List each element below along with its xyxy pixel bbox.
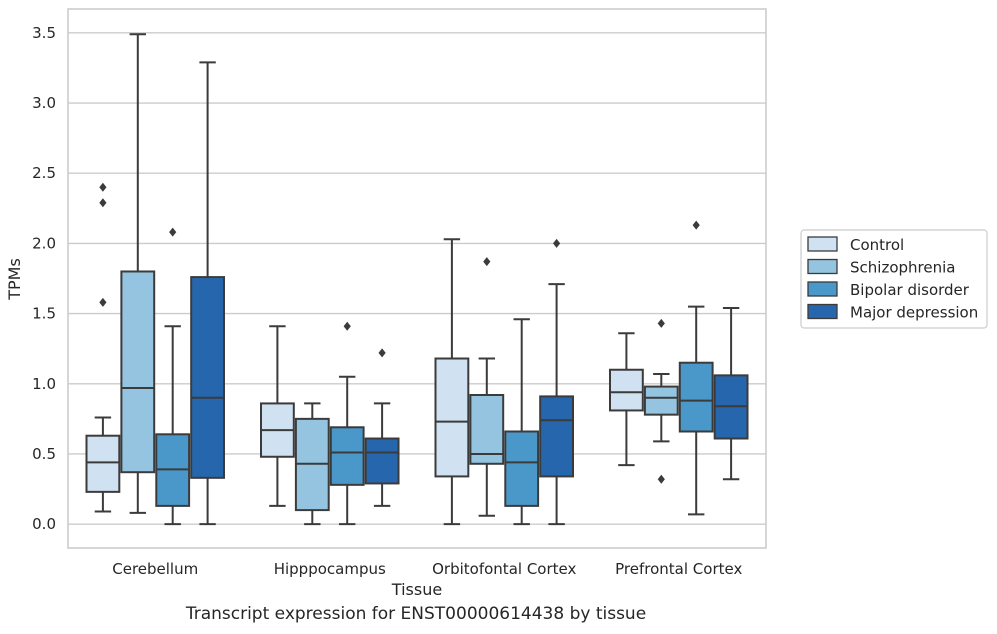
box-major-depression — [713, 306, 749, 481]
outlier-point — [657, 318, 665, 328]
y-tick-label: 0.5 — [32, 445, 56, 463]
box-bipolar-disorder — [155, 227, 191, 526]
outlier-point — [99, 198, 107, 208]
box-schizophrenia — [294, 402, 330, 526]
y-axis-label: TPMs — [5, 258, 24, 301]
box-iqr — [364, 437, 400, 485]
x-tick-label: Cerebellum — [112, 560, 198, 578]
y-tick-label: 3.0 — [32, 94, 56, 112]
legend-frame — [800, 229, 988, 329]
box-iqr — [539, 395, 575, 478]
x-tick-label: Prefrontal Cortex — [615, 560, 742, 578]
box-schizophrenia — [469, 257, 505, 517]
x-tick-labels: Cerebellum Hipppocampus Orbitofontal Corte… — [112, 560, 742, 578]
box-control — [85, 182, 121, 513]
box-bipolar-disorder — [678, 220, 714, 516]
box-iqr — [469, 394, 505, 465]
box-bipolar-disorder — [504, 318, 540, 526]
y-tick-label: 2.0 — [32, 234, 56, 252]
box-iqr — [643, 385, 679, 416]
box-series-group — [85, 33, 749, 526]
outlier-point — [483, 257, 491, 267]
y-tick-label: 2.5 — [32, 164, 56, 182]
y-tick-label: 0.0 — [32, 515, 56, 533]
legend-swatch — [807, 236, 838, 252]
box-iqr — [608, 368, 644, 412]
box-major-depression — [539, 238, 575, 526]
y-tick-label: 3.5 — [32, 24, 56, 42]
box-iqr — [190, 276, 226, 479]
x-tick-label: Hipppocampus — [274, 560, 386, 578]
outlier-point — [657, 474, 665, 484]
outlier-point — [99, 182, 107, 192]
box-control — [434, 238, 470, 526]
outlier-point — [553, 238, 561, 248]
legend-label: Major depression — [850, 304, 978, 322]
box-bipolar-disorder — [329, 321, 365, 526]
y-tick-labels: 0.0 0.5 1.0 1.5 2.0 2.5 3.0 3.5 — [32, 24, 56, 533]
x-tick-label: Orbitofontal Cortex — [432, 560, 576, 578]
outlier-point — [99, 297, 107, 307]
legend: Control Schizophrenia Bipolar disorder Majo… — [800, 229, 988, 329]
y-tick-label: 1.5 — [32, 305, 56, 323]
box-schizophrenia — [120, 33, 156, 514]
x-axis-label: Tissue — [391, 580, 442, 599]
outlier-point — [343, 321, 351, 331]
legend-label: Control — [850, 236, 904, 254]
box-iqr — [504, 430, 540, 507]
box-control — [259, 325, 295, 507]
boxplot-chart: 0.0 0.5 1.0 1.5 2.0 2.5 3.0 3.5 Cerebellum Hippp… — [5, 8, 988, 599]
box-major-depression — [364, 348, 400, 507]
figure-caption: Transcript expression for ENST0000061443… — [185, 604, 647, 624]
box-iqr — [678, 361, 714, 433]
legend-swatch — [807, 258, 838, 275]
box-control — [608, 332, 644, 467]
legend-swatch — [807, 303, 838, 320]
box-major-depression — [190, 61, 226, 526]
box-schizophrenia — [643, 318, 679, 484]
box-iqr — [120, 270, 156, 474]
plot-frame — [67, 8, 767, 549]
legend-swatch — [807, 281, 838, 297]
box-iqr — [434, 357, 470, 478]
box-iqr — [85, 434, 121, 493]
box-iqr — [329, 426, 365, 486]
legend-label: Schizophrenia — [850, 259, 955, 277]
legend-label: Bipolar disorder — [850, 281, 970, 299]
outlier-point — [169, 227, 177, 237]
outlier-point — [378, 348, 386, 358]
y-tick-label: 1.0 — [32, 375, 56, 393]
outlier-point — [692, 220, 700, 230]
